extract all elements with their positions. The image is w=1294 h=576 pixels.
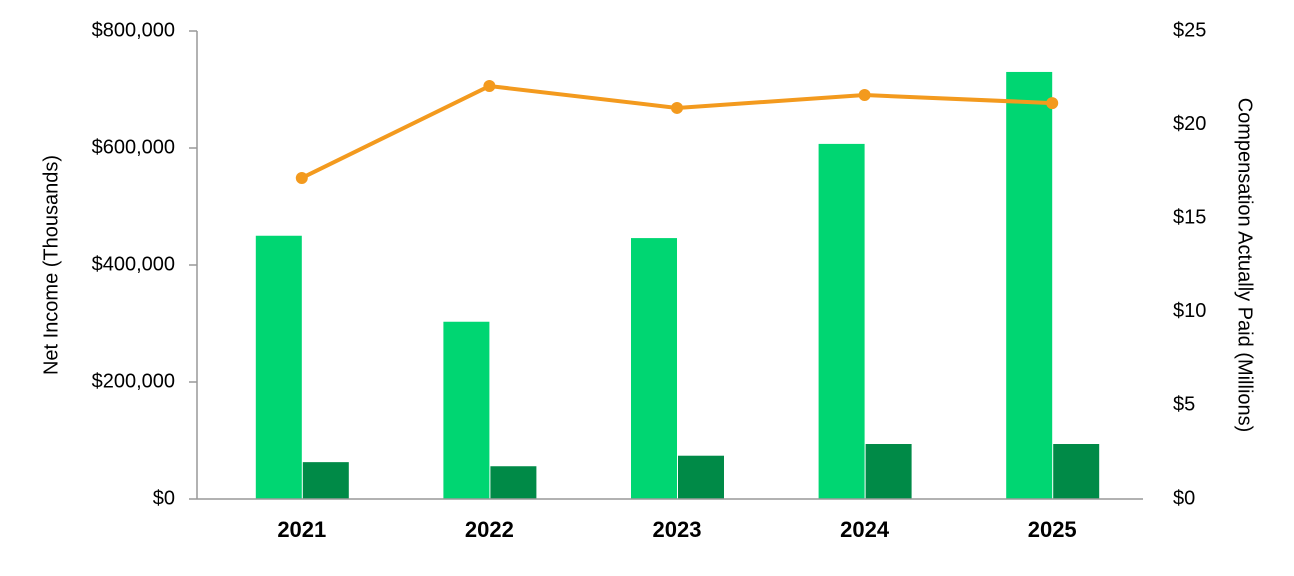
bar: [631, 238, 677, 499]
bar: [1006, 71, 1053, 499]
y2-tick-label: $25: [1173, 19, 1206, 41]
y-tick-label: $600,000: [92, 136, 175, 158]
y2-tick-label: $15: [1173, 206, 1206, 228]
y-tick-label: $800,000: [92, 19, 175, 41]
line-point: [1046, 97, 1059, 110]
bar: [302, 462, 349, 499]
bar: [443, 321, 490, 499]
bar: [255, 235, 302, 499]
bar: [1053, 444, 1100, 499]
y-tick-label: $400,000: [92, 253, 175, 275]
line-point: [295, 171, 308, 184]
x-tick-label: 2021: [277, 517, 326, 542]
line-point: [483, 80, 496, 93]
bar: [678, 455, 724, 499]
x-tick-label: 2023: [653, 517, 702, 542]
y-tick-label: $0: [153, 487, 175, 509]
line-point: [671, 101, 683, 114]
y2-tick-label: $10: [1173, 300, 1206, 322]
y2-tick-label: $0: [1173, 487, 1195, 509]
y-tick-label: $200,000: [92, 370, 175, 392]
y2-tick-label: $20: [1173, 113, 1206, 135]
bar: [865, 444, 912, 499]
bar: [818, 143, 865, 499]
x-tick-label: 2024: [840, 517, 890, 542]
x-tick-label: 2025: [1028, 517, 1077, 542]
bar: [490, 466, 537, 499]
y2-axis-title: Compensation Actually Paid (Millions): [1234, 98, 1256, 433]
y2-tick-label: $5: [1173, 394, 1195, 416]
line: [300, 83, 1053, 180]
line-point: [858, 89, 871, 102]
x-tick-label: 2022: [465, 517, 514, 542]
y-axis-title: Net Income (Thousands): [40, 155, 62, 375]
